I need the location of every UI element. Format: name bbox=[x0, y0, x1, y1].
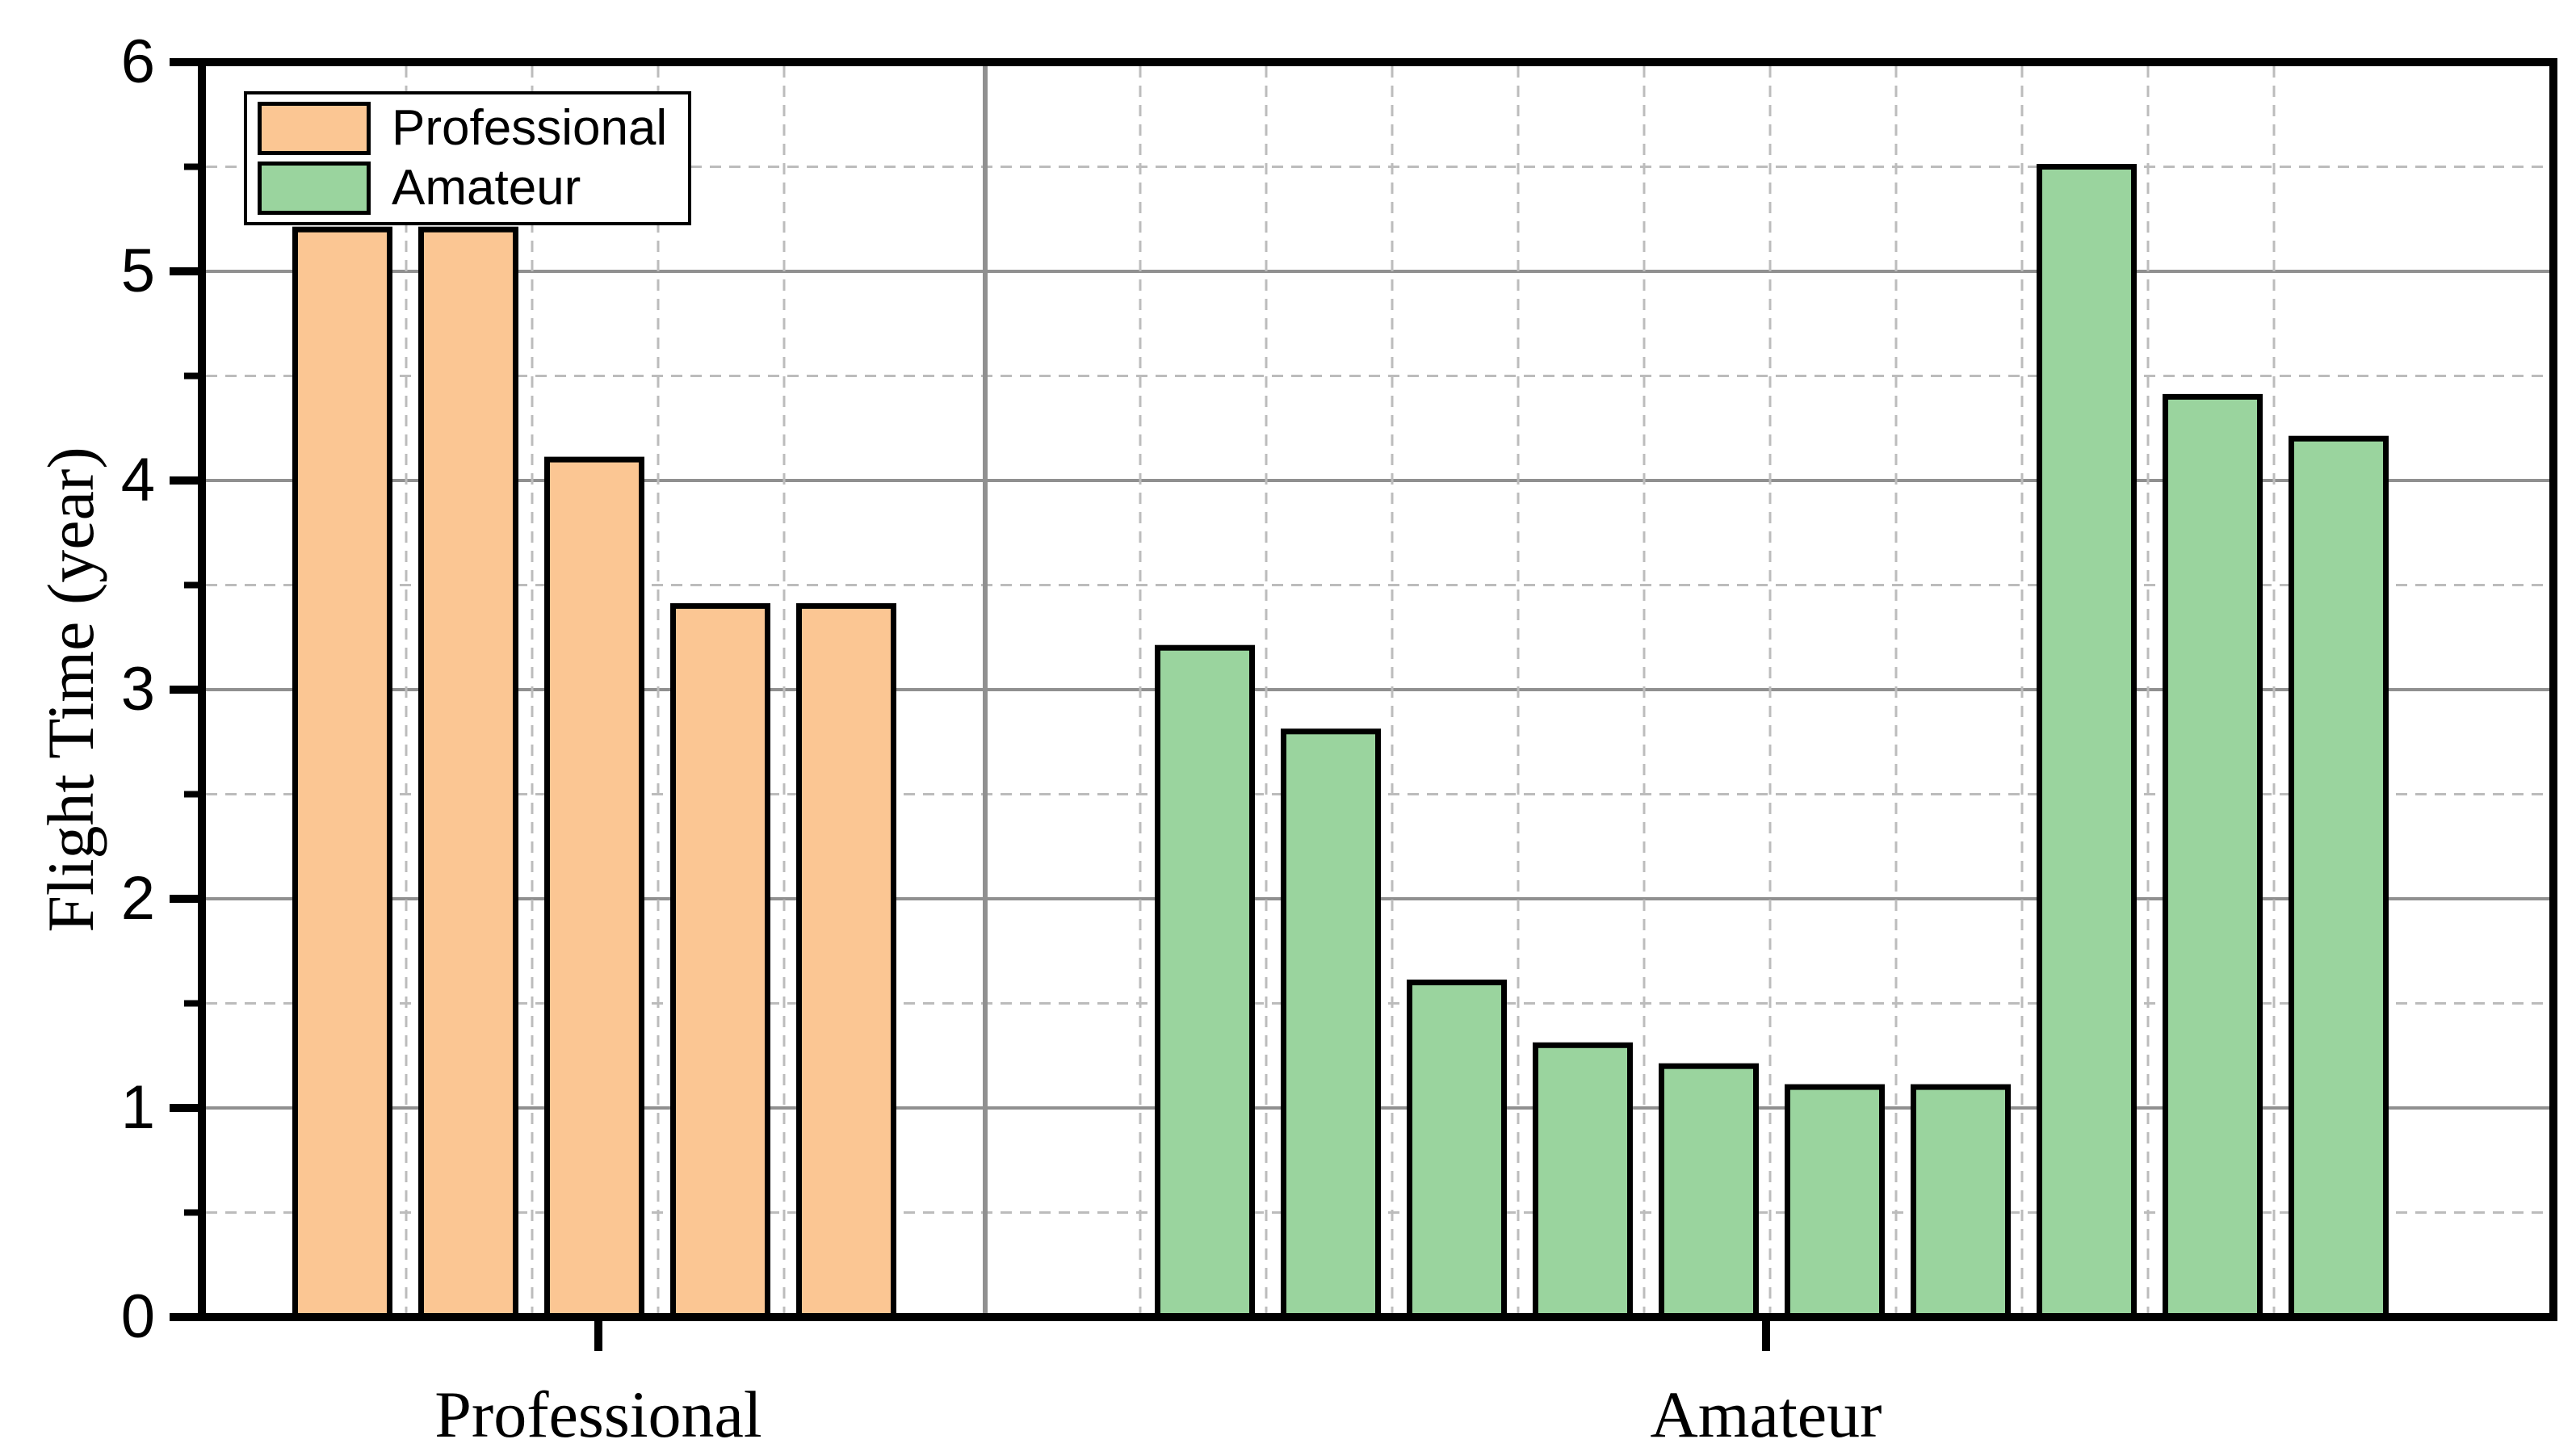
y-tick-label: 2 bbox=[120, 864, 155, 933]
legend-swatch-amateur bbox=[258, 162, 371, 216]
bar-amateur-4 bbox=[1533, 1042, 1633, 1320]
y-tick-label: 0 bbox=[120, 1282, 155, 1351]
bar-professional-1 bbox=[292, 226, 392, 1320]
y-tick-label: 1 bbox=[120, 1073, 155, 1142]
x-category-label-amateur: Amateur bbox=[1650, 1378, 1882, 1451]
y-tick-label: 5 bbox=[120, 237, 155, 305]
bar-amateur-10 bbox=[2289, 435, 2389, 1320]
y-tick-label: 3 bbox=[120, 655, 155, 724]
bar-amateur-8 bbox=[2037, 164, 2137, 1320]
bar-professional-4 bbox=[670, 602, 770, 1320]
legend-label-professional: Professional bbox=[392, 99, 668, 156]
legend-label-amateur: Amateur bbox=[392, 160, 581, 216]
bar-amateur-5 bbox=[1659, 1063, 1759, 1320]
legend-entry-professional: Professional bbox=[258, 99, 688, 156]
bar-professional-3 bbox=[544, 456, 644, 1320]
bar-amateur-6 bbox=[1785, 1084, 1885, 1320]
bar-amateur-7 bbox=[1911, 1084, 2011, 1320]
bar-amateur-9 bbox=[2163, 393, 2263, 1320]
bar-amateur-2 bbox=[1281, 728, 1381, 1320]
legend-entry-amateur: Amateur bbox=[258, 160, 688, 216]
y-tick-label: 4 bbox=[120, 446, 155, 514]
plot-border bbox=[198, 58, 2557, 1321]
bar-professional-2 bbox=[418, 226, 518, 1320]
bar-amateur-3 bbox=[1407, 980, 1507, 1320]
bar-amateur-1 bbox=[1155, 644, 1255, 1320]
x-category-label-professional: Professional bbox=[434, 1378, 762, 1451]
legend: Professional Amateur bbox=[244, 91, 691, 225]
y-tick-label: 6 bbox=[120, 27, 155, 96]
bar-professional-5 bbox=[796, 602, 896, 1320]
legend-swatch-professional bbox=[258, 101, 371, 155]
